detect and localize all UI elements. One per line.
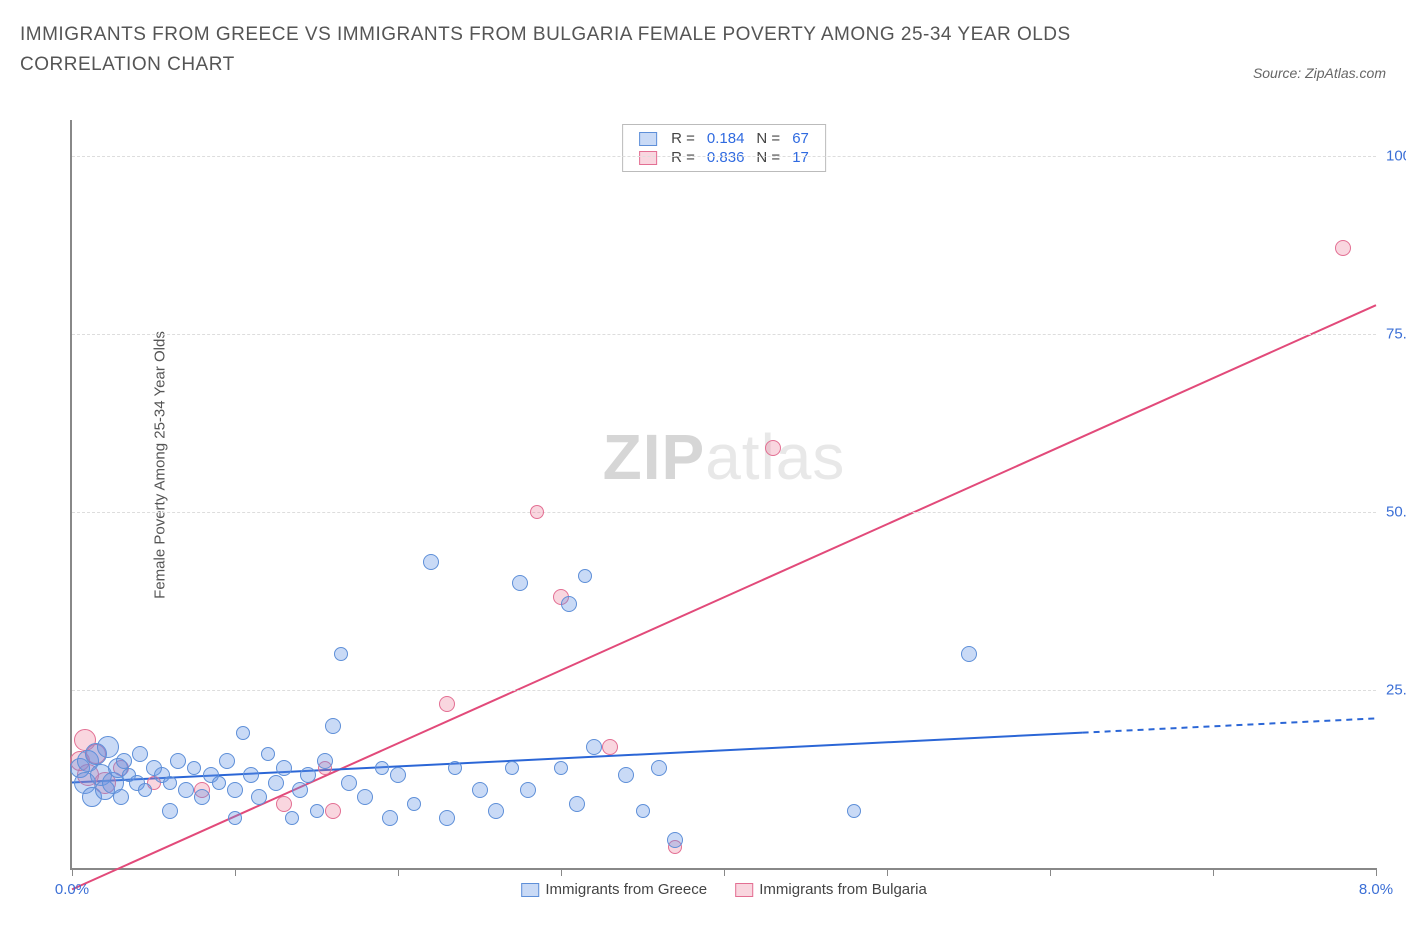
greece-point [116, 753, 132, 769]
greece-point [300, 767, 316, 783]
greece-point [569, 796, 585, 812]
correlation-chart: IMMIGRANTS FROM GREECE VS IMMIGRANTS FRO… [20, 20, 1386, 910]
greece-point [512, 575, 528, 591]
greece-point [178, 782, 194, 798]
greece-point [251, 789, 267, 805]
legend-series-item: Immigrants from Greece [521, 881, 707, 898]
greece-point [407, 797, 421, 811]
x-tick [887, 868, 888, 876]
bulgaria-point [602, 739, 618, 755]
y-tick-label: 75.0% [1378, 325, 1406, 342]
x-tick-label: 8.0% [1359, 881, 1393, 898]
greece-point [554, 761, 568, 775]
bulgaria-point [276, 796, 292, 812]
chart-title: IMMIGRANTS FROM GREECE VS IMMIGRANTS FRO… [20, 20, 1120, 81]
greece-point [439, 810, 455, 826]
x-tick [1050, 868, 1051, 876]
greece-point [138, 783, 152, 797]
greece-point [163, 776, 177, 790]
greece-point [310, 804, 324, 818]
greece-point [448, 761, 462, 775]
greece-point [268, 775, 284, 791]
greece-point [961, 646, 977, 662]
bulgaria-point [1335, 240, 1351, 256]
greece-point [341, 775, 357, 791]
greece-point [292, 782, 308, 798]
legend-stats: R =0.184N =67R =0.836N =17 [622, 124, 826, 172]
x-tick [72, 868, 73, 876]
legend-series-item: Immigrants from Bulgaria [735, 881, 927, 898]
greece-point [243, 767, 259, 783]
legend-stats-row: R =0.836N =17 [633, 148, 815, 167]
greece-point [317, 753, 333, 769]
legend-stats-row: R =0.184N =67 [633, 129, 815, 148]
greece-point [276, 760, 292, 776]
greece-point [194, 789, 210, 805]
greece-point [667, 832, 683, 848]
greece-point [170, 753, 186, 769]
greece-point [334, 647, 348, 661]
greece-point [651, 760, 667, 776]
y-tick-label: 50.0% [1378, 503, 1406, 520]
bulgaria-point [765, 440, 781, 456]
bulgaria-point [530, 505, 544, 519]
gridline-h [72, 512, 1376, 513]
gridline-h [72, 690, 1376, 691]
greece-point [505, 761, 519, 775]
greece-point [520, 782, 536, 798]
greece-point [618, 767, 634, 783]
greece-point [236, 726, 250, 740]
watermark-atlas: atlas [705, 421, 845, 493]
watermark-zip: ZIP [603, 421, 706, 493]
greece-point [357, 789, 373, 805]
gridline-h [72, 156, 1376, 157]
x-tick [724, 868, 725, 876]
watermark: ZIPatlas [603, 420, 846, 494]
y-tick-label: 100.0% [1378, 147, 1406, 164]
x-tick [561, 868, 562, 876]
greece-point [586, 739, 602, 755]
bulgaria-point [439, 696, 455, 712]
greece-point [488, 803, 504, 819]
greece-point [228, 811, 242, 825]
y-tick-label: 25.0% [1378, 681, 1406, 698]
greece-point [636, 804, 650, 818]
greece-point [375, 761, 389, 775]
greece-point [423, 554, 439, 570]
greece-point [578, 569, 592, 583]
gridline-h [72, 334, 1376, 335]
greece-point [382, 810, 398, 826]
greece-point [847, 804, 861, 818]
bulgaria-point [325, 803, 341, 819]
greece-point [212, 776, 226, 790]
greece-point [219, 753, 235, 769]
x-tick [235, 868, 236, 876]
greece-point [561, 596, 577, 612]
greece-point [97, 736, 119, 758]
greece-point [325, 718, 341, 734]
greece-point [187, 761, 201, 775]
plot-area: ZIPatlas R =0.184N =67R =0.836N =17 Immi… [70, 120, 1376, 870]
source-label: Source: ZipAtlas.com [1253, 65, 1386, 81]
greece-point [285, 811, 299, 825]
legend-series: Immigrants from Greece Immigrants from B… [507, 881, 941, 898]
greece-point [261, 747, 275, 761]
greece-point [113, 789, 129, 805]
x-tick-label: 0.0% [55, 881, 89, 898]
greece-point [227, 782, 243, 798]
x-tick [398, 868, 399, 876]
x-tick [1376, 868, 1377, 876]
greece-point [390, 767, 406, 783]
greece-point [162, 803, 178, 819]
greece-point [472, 782, 488, 798]
x-tick [1213, 868, 1214, 876]
greece-point [132, 746, 148, 762]
